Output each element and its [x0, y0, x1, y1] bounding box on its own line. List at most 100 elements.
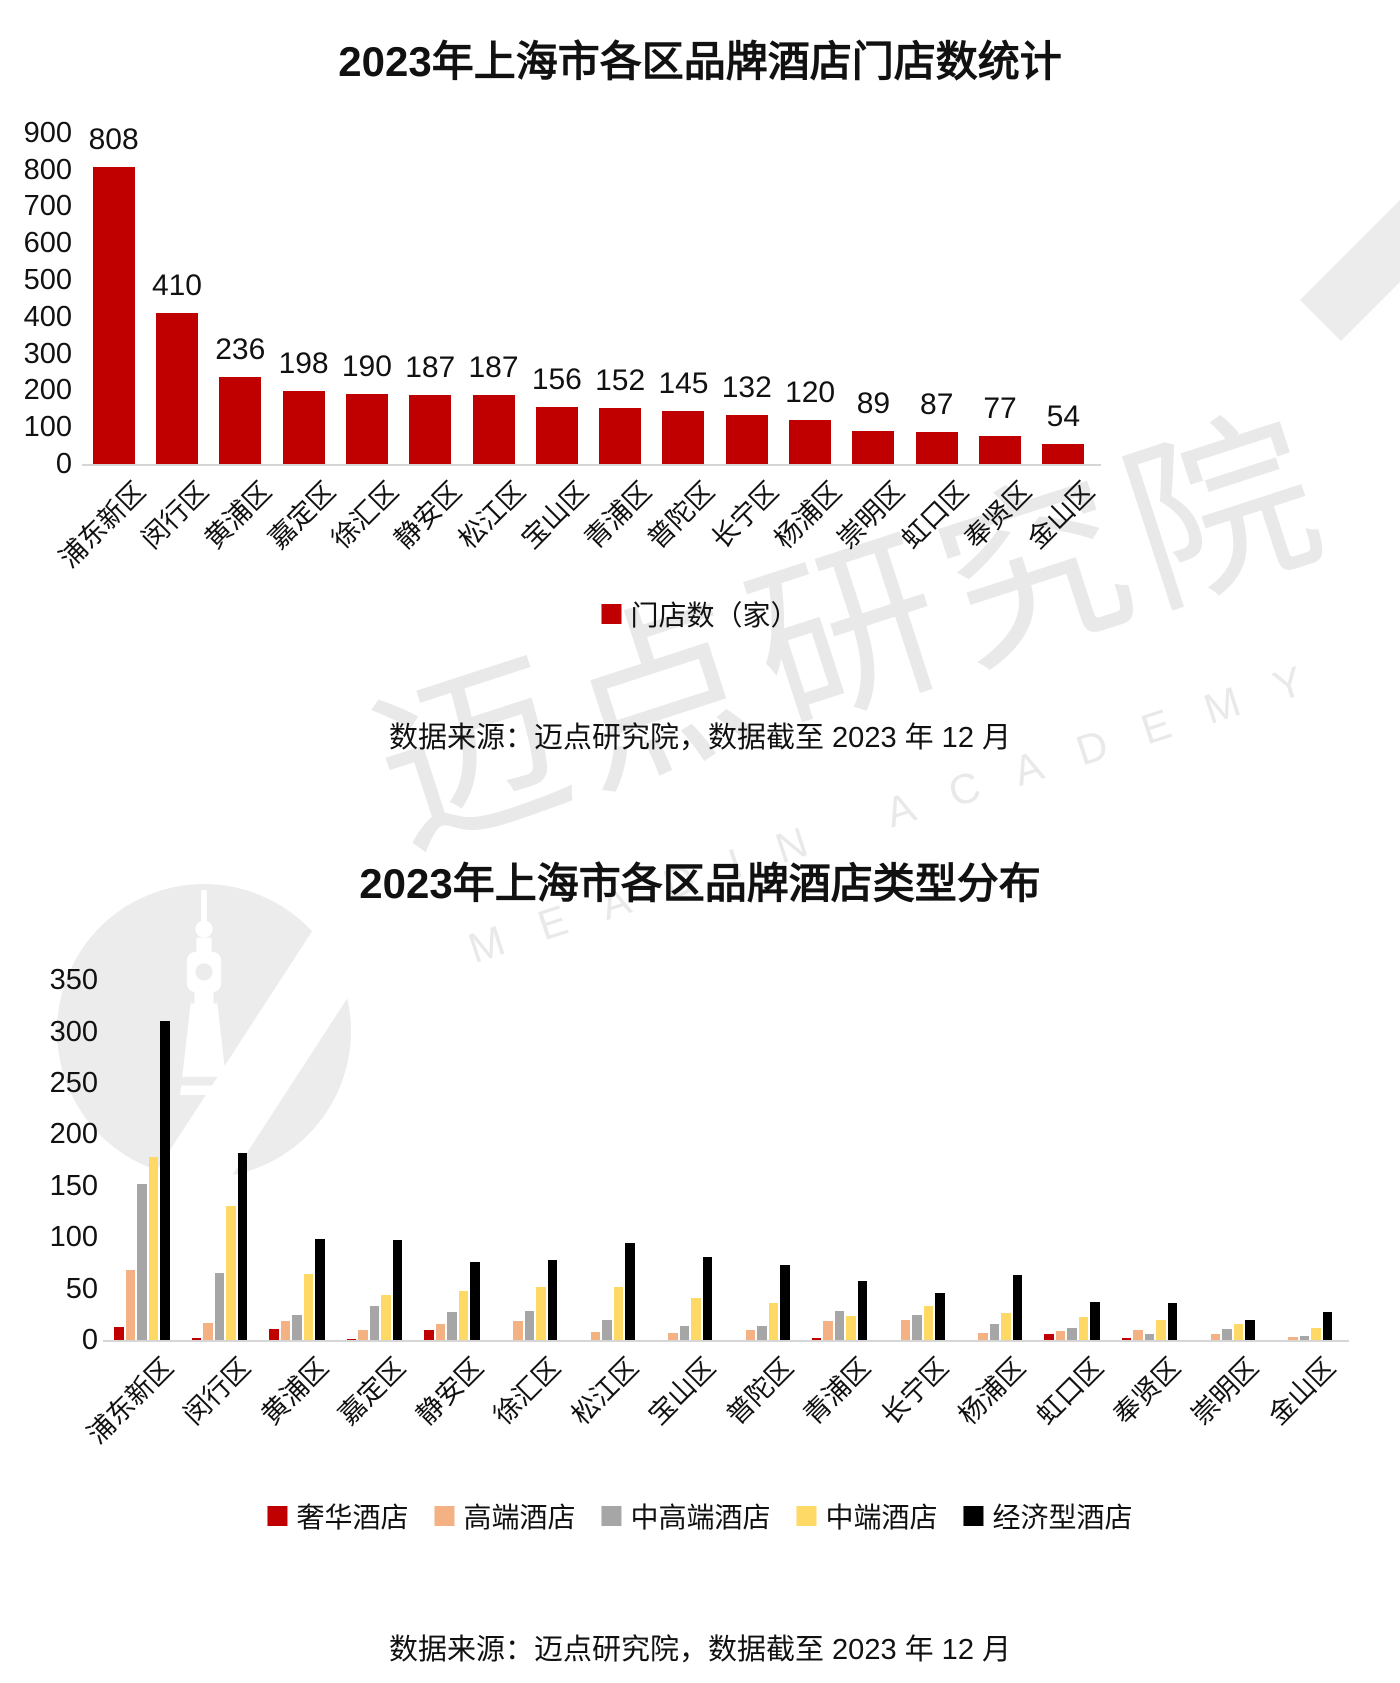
y-axis-tick-label: 200 [23, 374, 72, 407]
legend-swatch-icon [796, 1506, 817, 1526]
bar [915, 431, 958, 464]
bar [315, 1239, 325, 1340]
bar [725, 415, 768, 464]
bar [912, 1315, 922, 1340]
x-axis-category-label: 青浦区 [797, 1352, 877, 1431]
bar [1322, 1312, 1332, 1340]
y-axis-tick-label: 900 [23, 116, 72, 149]
bar [757, 1325, 767, 1340]
x-axis-category-label: 崇明区 [1185, 1352, 1264, 1431]
bar [219, 377, 262, 464]
bar [811, 1337, 821, 1340]
bar [1044, 1333, 1054, 1340]
x-axis-category-label: 长宁区 [875, 1352, 954, 1431]
legend-item: 中端酒店 [796, 1496, 938, 1536]
bar-value-label: 54 [1046, 400, 1081, 434]
x-axis-category-label: 浦东新区 [53, 476, 151, 574]
x-axis-category-label: 虹口区 [1030, 1352, 1109, 1431]
bar [435, 1323, 445, 1340]
tower-logo-icon [175, 890, 233, 1095]
bar [345, 394, 388, 464]
chart2-source-note: 数据来源：迈点研究院，数据截至 2023 年 12 月 [389, 1634, 1011, 1666]
bar [282, 391, 325, 464]
bar-value-label: 145 [658, 366, 709, 400]
x-axis-category-label: 黄浦区 [199, 476, 278, 555]
legend-label: 门店数（家） [630, 600, 799, 631]
x-axis-category-label: 奉贤区 [1107, 1352, 1187, 1431]
bar [424, 1329, 434, 1340]
bar-value-label: 156 [531, 362, 582, 396]
bar [125, 1270, 135, 1340]
bar [1245, 1320, 1255, 1340]
watermark-corner-band [1300, 87, 1400, 342]
bar [535, 406, 578, 464]
y-axis-tick-label: 100 [49, 1221, 98, 1254]
bar [691, 1297, 701, 1340]
bar [1167, 1302, 1177, 1340]
bar-value-label: 410 [151, 269, 202, 303]
bar [524, 1311, 534, 1340]
x-axis-category-label: 青浦区 [578, 476, 658, 555]
bar [1090, 1301, 1100, 1340]
legend-item: 门店数（家） [601, 594, 799, 634]
bar-value-label: 198 [278, 347, 329, 381]
bar [602, 1320, 612, 1340]
bar [203, 1322, 213, 1340]
bar [1311, 1327, 1321, 1340]
bar-value-label: 808 [88, 122, 139, 156]
bar [214, 1273, 224, 1340]
bar [409, 395, 452, 464]
x-axis-category-label: 杨浦区 [952, 1352, 1032, 1431]
bar [458, 1290, 468, 1340]
y-axis-tick-label: 400 [23, 300, 72, 333]
bar [834, 1311, 844, 1340]
bar-value-label: 152 [595, 364, 646, 398]
bar [923, 1306, 933, 1340]
bar [789, 419, 832, 464]
y-axis-tick-label: 100 [23, 411, 72, 444]
x-axis-category-label: 静安区 [388, 476, 468, 555]
bar-value-label: 120 [785, 375, 836, 409]
bar [92, 166, 135, 464]
bar [191, 1337, 201, 1340]
legend-label: 中端酒店 [825, 1502, 938, 1533]
y-axis-tick-label: 0 [55, 448, 72, 480]
bar [625, 1243, 635, 1340]
x-axis-category-label: 徐汇区 [325, 476, 405, 555]
bar [392, 1240, 402, 1340]
legend-item: 高端酒店 [434, 1496, 575, 1536]
bar [237, 1152, 247, 1340]
bar [1055, 1330, 1065, 1340]
bar [148, 1157, 158, 1340]
x-axis-category-label: 松江区 [565, 1352, 644, 1431]
legend-label: 经济型酒店 [992, 1502, 1133, 1533]
x-axis-category-label: 普陀区 [642, 476, 721, 555]
x-axis-category-label: 浦东新区 [81, 1352, 179, 1450]
bar [1156, 1320, 1166, 1340]
bar [303, 1274, 313, 1340]
bar [346, 1338, 356, 1340]
bar [1067, 1327, 1077, 1340]
legend-item: 奢华酒店 [267, 1496, 408, 1536]
x-axis-category-label: 黄浦区 [255, 1352, 334, 1431]
x-axis-category-label: 松江区 [452, 476, 531, 555]
bar [1222, 1328, 1232, 1340]
bar [292, 1315, 302, 1340]
bar [1233, 1323, 1243, 1340]
x-axis-category-label: 闵行区 [135, 476, 215, 555]
bar [381, 1294, 391, 1340]
bar [1210, 1333, 1220, 1340]
bar [613, 1286, 623, 1340]
bar [979, 435, 1022, 464]
y-axis-tick-label: 800 [23, 153, 72, 186]
bar [1144, 1333, 1154, 1340]
bar [846, 1316, 856, 1340]
chart2-title: 2023年上海市各区品牌酒店类型分布 [359, 860, 1041, 907]
bar [745, 1329, 755, 1340]
legend-item: 经济型酒店 [963, 1496, 1133, 1536]
bar [668, 1332, 678, 1340]
x-axis-category-label: 静安区 [410, 1352, 489, 1431]
y-axis-tick-label: 600 [23, 227, 72, 260]
bar [470, 1261, 480, 1340]
bar [369, 1306, 379, 1340]
